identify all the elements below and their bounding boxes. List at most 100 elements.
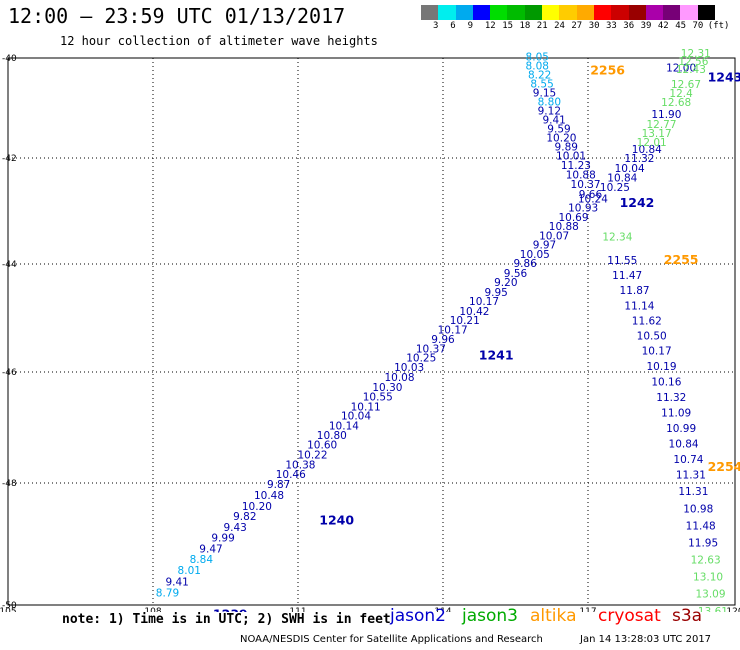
wave-height-value: 10.88 [549, 221, 579, 233]
wave-height-value: 10.98 [683, 503, 713, 515]
wave-height-value: 9.99 [211, 533, 234, 545]
color-swatch [645, 5, 664, 20]
wave-height-value: 9.82 [233, 511, 256, 523]
color-legend-label: 9 [467, 21, 474, 31]
pass-time-label: 1242 [620, 195, 655, 210]
wave-height-value: 9.96 [431, 334, 455, 346]
wave-height-value: 10.07 [539, 231, 569, 243]
color-legend-label: 6 [450, 21, 456, 31]
wave-height-value: 10.20 [242, 501, 272, 513]
wave-height-value: 10.80 [317, 430, 347, 442]
wave-height-value: 8.79 [156, 587, 179, 599]
wave-height-value: 9.15 [533, 88, 556, 100]
color-swatch [455, 5, 473, 20]
satellite-legend-altika: altika [530, 606, 577, 626]
axis-labels: 105 108 111 114 117 120 -40 -42 -44 -46 -48 -50 [0, 54, 740, 612]
wave-height-value: 9.41 [542, 115, 565, 127]
wave-height-value: 10.37 [416, 344, 446, 356]
wave-height-value: 12.34 [602, 232, 632, 244]
wave-height-value: 12.67 [671, 79, 701, 91]
color-swatch [507, 5, 525, 20]
satellite-legend-jason2: jason2 [390, 606, 446, 626]
wave-height-value: 11.48 [686, 520, 716, 532]
wave-height-value: 12.68 [661, 97, 691, 109]
color-swatch [490, 5, 508, 20]
pass-time-label: 1241 [479, 348, 514, 363]
wave-height-value: 11.31 [678, 486, 708, 498]
wave-height-value: 12.4 [669, 88, 693, 100]
pass-time-label: 2255 [664, 252, 699, 267]
pass-time-label: 1240 [319, 512, 354, 527]
wave-height-value: 10.42 [459, 306, 489, 318]
wave-height-value: 10.50 [637, 331, 667, 343]
latitude-tick-label: -40 [2, 54, 17, 64]
color-legend-label: 39 [640, 21, 652, 31]
wave-height-value: 10.74 [673, 454, 703, 466]
longitude-tick-label: 120 [726, 607, 740, 612]
color-legend [421, 5, 716, 20]
wave-height-value: 8.80 [538, 97, 561, 109]
wave-height-value: 10.93 [568, 203, 598, 215]
wave-height-value: 9.43 [223, 522, 246, 534]
wave-height-value: 10.20 [546, 133, 576, 145]
wave-height-value: 10.22 [297, 450, 327, 462]
map-frame [7, 57, 736, 606]
wave-height-value: 8.01 [178, 565, 201, 577]
wave-height-value: 9.86 [513, 258, 537, 270]
wave-height-value: 9.56 [504, 268, 528, 280]
wave-height-value: 10.84 [669, 438, 699, 450]
color-legend-label: 45 [675, 21, 687, 31]
wave-height-value: 10.14 [329, 421, 359, 433]
wave-height-value: 8.55 [530, 79, 553, 91]
wave-height-value: 9.87 [267, 479, 290, 491]
wave-height-value: 12.31 [681, 48, 711, 60]
generated-timestamp: Jan 14 13:28:03 UTC 2017 [580, 634, 712, 645]
wave-height-value: 10.17 [469, 296, 499, 308]
wave-height-value: 10.08 [384, 372, 414, 384]
color-legend-label: 30 [588, 21, 600, 31]
wave-height-value: 10.25 [600, 182, 630, 194]
wave-height-value: 8.84 [190, 554, 214, 566]
latitude-tick-label: -50 [2, 601, 17, 611]
color-swatch [611, 5, 629, 20]
wave-height-value: 13.61 [698, 606, 728, 612]
wave-height-value: 11.95 [688, 537, 718, 549]
wave-height-value: 11.32 [656, 392, 686, 404]
color-swatch [628, 5, 646, 20]
wave-height-value: 10.38 [285, 460, 315, 472]
color-legend-label: 15 [502, 21, 514, 31]
wave-height-value: 11.32 [624, 153, 654, 165]
wave-height-value: 11.62 [632, 315, 662, 327]
pass-time-label: 1239 [213, 606, 248, 612]
latitude-tick-label: -44 [2, 260, 17, 270]
wave-height-value: 10.48 [254, 490, 284, 502]
wave-height-value: 11.14 [624, 300, 654, 312]
longitude-tick-label: 105 [0, 607, 17, 612]
pass-time-label: 2254 [708, 459, 740, 474]
wave-height-value: 10.04 [615, 163, 645, 175]
wave-height-value: 10.25 [406, 353, 436, 365]
longitude-tick-label: 108 [144, 607, 161, 612]
pass-time-label: 2256 [590, 63, 625, 78]
color-swatch [542, 5, 560, 20]
pass-time-labels: 2256124312422255124122541240154012392253 [213, 63, 740, 613]
color-legend-label: 70 [692, 21, 704, 31]
color-swatch [438, 5, 456, 20]
color-legend-label: 36 [623, 21, 635, 31]
wave-height-value: 8.22 [528, 70, 551, 82]
wave-height-value: 10.17 [642, 346, 672, 358]
color-legend-label: (ft) [707, 21, 730, 31]
wave-height-value: 10.60 [307, 440, 337, 452]
longitude-tick-label: 117 [579, 607, 596, 612]
wave-height-value: 9.20 [494, 277, 517, 289]
satellite-legend-cryosat: cryosat [598, 606, 661, 626]
latitude-tick-label: -42 [2, 154, 17, 164]
wave-height-value: 10.05 [520, 249, 550, 261]
wave-height-value: 10.69 [558, 212, 588, 224]
wave-height-value: 10.03 [394, 362, 424, 374]
wave-height-value: 11.31 [676, 470, 706, 482]
wave-height-value: 12.77 [646, 119, 676, 131]
wave-height-value: 10.84 [632, 144, 662, 156]
color-swatch [421, 5, 439, 20]
pass-time-label: 1243 [708, 70, 740, 85]
